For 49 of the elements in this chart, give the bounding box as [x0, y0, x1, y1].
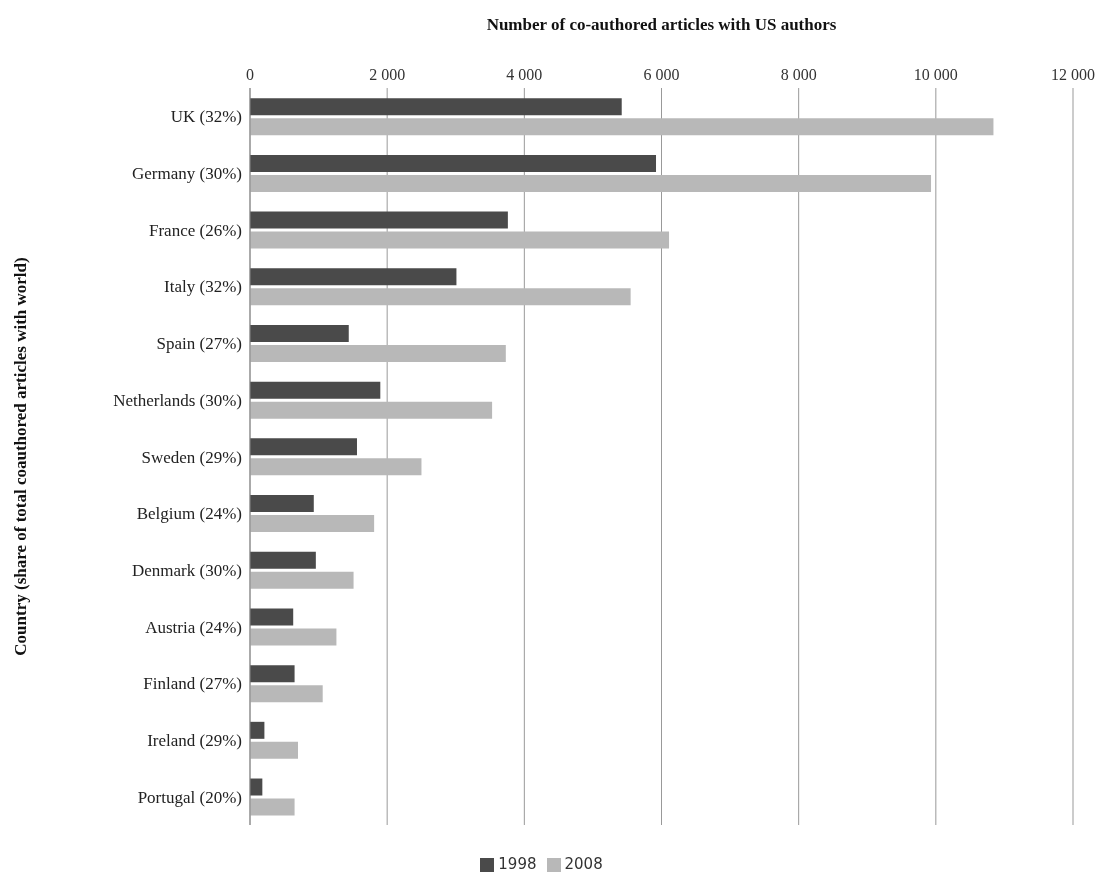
y-tick-label: Italy (32%): [164, 277, 242, 297]
bar: [250, 344, 506, 362]
y-tick-label: Spain (27%): [156, 334, 242, 354]
x-tick-label: 0: [246, 66, 254, 83]
bar: [250, 268, 457, 286]
y-tick-label: Portugal (20%): [137, 787, 242, 807]
x-axis-title: Number of co-authored articles with US authors: [486, 15, 837, 35]
y-tick-label: Netherlands (30%): [113, 390, 242, 410]
y-tick-label: Denmark (30%): [132, 560, 242, 580]
bar: [250, 211, 508, 229]
x-tick-label: 10 000: [913, 66, 958, 83]
bar: [250, 174, 932, 192]
bar: [250, 551, 316, 569]
bar: [250, 324, 349, 342]
y-tick-label: Finland (27%): [143, 674, 242, 694]
bar: [250, 401, 493, 419]
bar: [250, 571, 354, 589]
bar: [250, 665, 295, 683]
y-tick-label: UK (32%): [170, 107, 242, 127]
bar: [250, 721, 265, 739]
bar: [250, 798, 295, 816]
legend-label: 1998: [498, 855, 537, 873]
bar: [250, 288, 631, 306]
y-tick-label: Belgium (24%): [136, 504, 242, 524]
bar: [250, 495, 314, 513]
x-tick-label: 4 000: [506, 66, 543, 83]
bar: [250, 515, 375, 533]
bar: [250, 458, 422, 476]
y-tick-label: Ireland (29%): [147, 731, 242, 750]
bar: [250, 154, 657, 172]
bar: [250, 741, 299, 759]
y-tick-label: Austria (24%): [145, 617, 242, 637]
bar: [250, 628, 337, 646]
y-axis-title: Country (share of total coauthored articles with world): [11, 257, 31, 656]
bar: [250, 381, 381, 399]
bar: [250, 608, 294, 626]
legend-label: 2008: [564, 855, 603, 873]
bar: [250, 118, 994, 136]
bar: [250, 231, 670, 249]
bar: [250, 685, 323, 703]
bar: [250, 438, 357, 456]
x-tick-label: 12 000: [1051, 66, 1095, 83]
y-tick-label: France (26%): [149, 220, 242, 240]
y-tick-label: Germany (30%): [132, 164, 242, 184]
x-tick-label: 8 000: [780, 66, 817, 83]
x-tick-label: 2 000: [369, 66, 406, 83]
bar: [250, 98, 622, 116]
x-tick-label: 6 000: [643, 66, 680, 83]
y-tick-label: Sweden (29%): [141, 447, 242, 467]
